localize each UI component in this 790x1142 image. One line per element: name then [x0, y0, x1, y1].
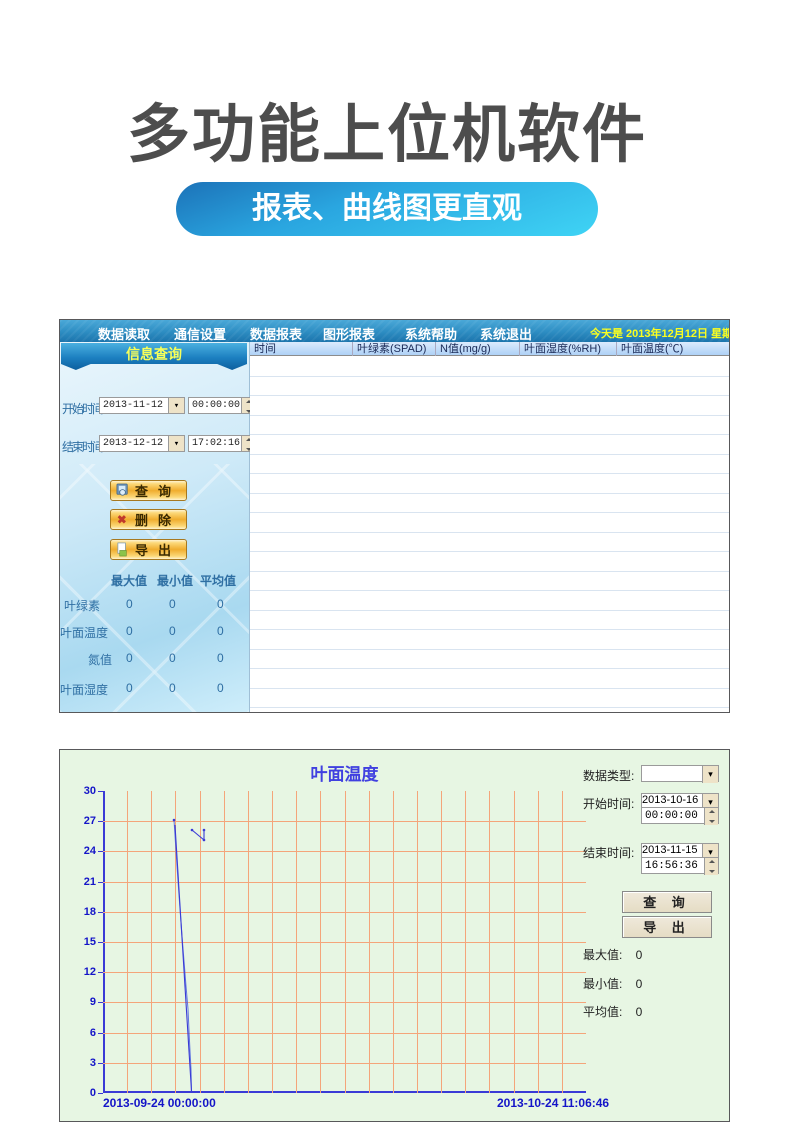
svg-text:✖: ✖ [117, 514, 126, 526]
